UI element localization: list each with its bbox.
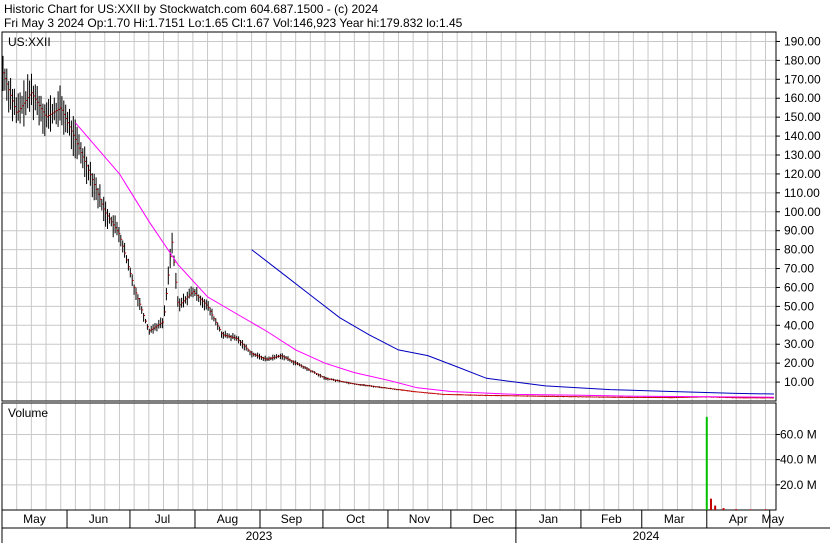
volume-tick-label: 20.0 M bbox=[780, 478, 817, 492]
marks-layer bbox=[2, 55, 774, 510]
month-label: Mar bbox=[664, 512, 685, 526]
price-tick-label: 50.00 bbox=[784, 299, 814, 313]
volume-tick-label: 60.0 M bbox=[780, 427, 817, 441]
price-tick-label: 90.00 bbox=[784, 224, 814, 238]
year-label: 2023 bbox=[246, 529, 273, 543]
year-label: 2024 bbox=[633, 529, 660, 543]
price-tick-label: 180.00 bbox=[784, 53, 821, 67]
volume-panel bbox=[1, 402, 777, 511]
price-tick-label: 30.00 bbox=[784, 337, 814, 351]
price-panel-title: US:XXII bbox=[8, 35, 51, 49]
price-tick-label: 110.00 bbox=[784, 186, 820, 200]
month-label: May bbox=[23, 512, 46, 526]
moving-average-line-blue bbox=[251, 249, 774, 395]
month-label: Jul bbox=[155, 512, 170, 526]
price-tick-label: 160.00 bbox=[784, 91, 821, 105]
price-tick-label: 150.00 bbox=[784, 110, 821, 124]
price-tick-label: 70.00 bbox=[784, 262, 814, 276]
volume-panel-title: Volume bbox=[8, 406, 48, 420]
volume-bar bbox=[705, 416, 708, 510]
month-label: Jun bbox=[89, 512, 108, 526]
price-tick-label: 10.00 bbox=[784, 375, 814, 389]
month-label: Oct bbox=[346, 512, 365, 526]
price-tick-label: 190.00 bbox=[784, 34, 821, 48]
volume-bar bbox=[749, 509, 752, 510]
month-label: Aug bbox=[217, 512, 238, 526]
price-tick-label: 80.00 bbox=[784, 243, 814, 257]
month-label: Apr bbox=[729, 512, 748, 526]
price-tick-label: 130.00 bbox=[784, 148, 821, 162]
volume-bar bbox=[709, 498, 712, 510]
volume-bar bbox=[714, 505, 717, 510]
chart-header-quote: Fri May 3 2024 Op:1.70 Hi:1.7151 Lo:1.65… bbox=[4, 16, 463, 30]
month-label: May bbox=[762, 512, 785, 526]
price-tick-label: 100.00 bbox=[784, 205, 821, 219]
month-label: Sep bbox=[281, 512, 303, 526]
price-tick-label: 140.00 bbox=[784, 129, 821, 143]
price-tick-label: 40.00 bbox=[784, 318, 814, 332]
month-label: Nov bbox=[409, 512, 430, 526]
month-label: Dec bbox=[473, 512, 494, 526]
volume-bar bbox=[722, 508, 725, 510]
volume-tick-label: 40.0 M bbox=[780, 453, 817, 467]
price-tick-label: 20.00 bbox=[784, 356, 814, 370]
month-label: Jan bbox=[539, 512, 558, 526]
price-tick-label: 60.00 bbox=[784, 280, 814, 294]
axis-layer: 10.00 20.00 30.00 40.00 50.00 60.00 70.00 80.00… bbox=[1, 34, 830, 543]
price-panel bbox=[1, 31, 777, 402]
grid-layer bbox=[1, 32, 776, 510]
volume-bar bbox=[764, 509, 767, 510]
month-label: Feb bbox=[601, 512, 622, 526]
chart-header-title: Historic Chart for US:XXII by Stockwatch… bbox=[4, 2, 379, 16]
moving-average-line-magenta bbox=[75, 122, 774, 398]
price-tick-label: 170.00 bbox=[784, 72, 821, 86]
volume-bar bbox=[735, 509, 738, 510]
price-tick-label: 120.00 bbox=[784, 167, 821, 181]
